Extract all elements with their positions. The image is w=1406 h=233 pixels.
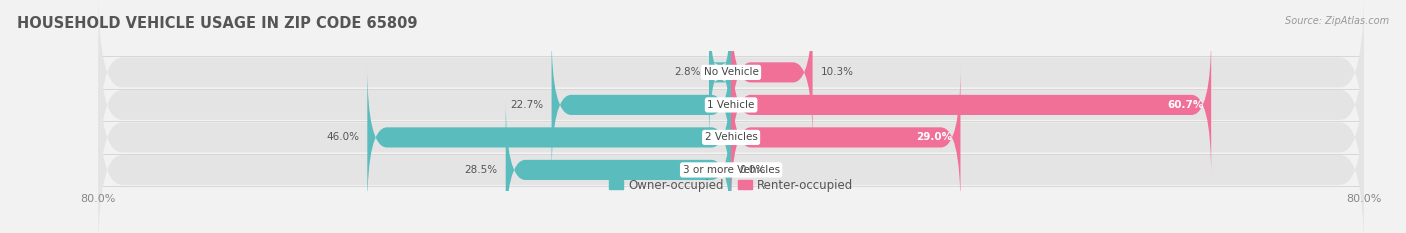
- FancyBboxPatch shape: [709, 1, 731, 144]
- Legend: Owner-occupied, Renter-occupied: Owner-occupied, Renter-occupied: [605, 174, 858, 196]
- Text: No Vehicle: No Vehicle: [703, 67, 759, 77]
- Text: 2.8%: 2.8%: [675, 67, 702, 77]
- Text: 60.7%: 60.7%: [1167, 100, 1204, 110]
- Text: 1 Vehicle: 1 Vehicle: [707, 100, 755, 110]
- FancyBboxPatch shape: [367, 66, 731, 209]
- Text: 3 or more Vehicles: 3 or more Vehicles: [682, 165, 780, 175]
- Text: 0.0%: 0.0%: [740, 165, 765, 175]
- Text: HOUSEHOLD VEHICLE USAGE IN ZIP CODE 65809: HOUSEHOLD VEHICLE USAGE IN ZIP CODE 6580…: [17, 16, 418, 31]
- FancyBboxPatch shape: [731, 66, 960, 209]
- FancyBboxPatch shape: [506, 99, 731, 233]
- Text: 10.3%: 10.3%: [821, 67, 853, 77]
- FancyBboxPatch shape: [551, 34, 731, 176]
- Text: 29.0%: 29.0%: [917, 132, 952, 142]
- FancyBboxPatch shape: [98, 55, 1364, 220]
- FancyBboxPatch shape: [98, 22, 1364, 188]
- FancyBboxPatch shape: [98, 87, 1364, 233]
- Text: Source: ZipAtlas.com: Source: ZipAtlas.com: [1285, 16, 1389, 26]
- Text: 46.0%: 46.0%: [326, 132, 360, 142]
- Text: 28.5%: 28.5%: [465, 165, 498, 175]
- FancyBboxPatch shape: [731, 1, 813, 144]
- Text: 22.7%: 22.7%: [510, 100, 544, 110]
- FancyBboxPatch shape: [731, 34, 1211, 176]
- Text: 2 Vehicles: 2 Vehicles: [704, 132, 758, 142]
- FancyBboxPatch shape: [98, 0, 1364, 155]
